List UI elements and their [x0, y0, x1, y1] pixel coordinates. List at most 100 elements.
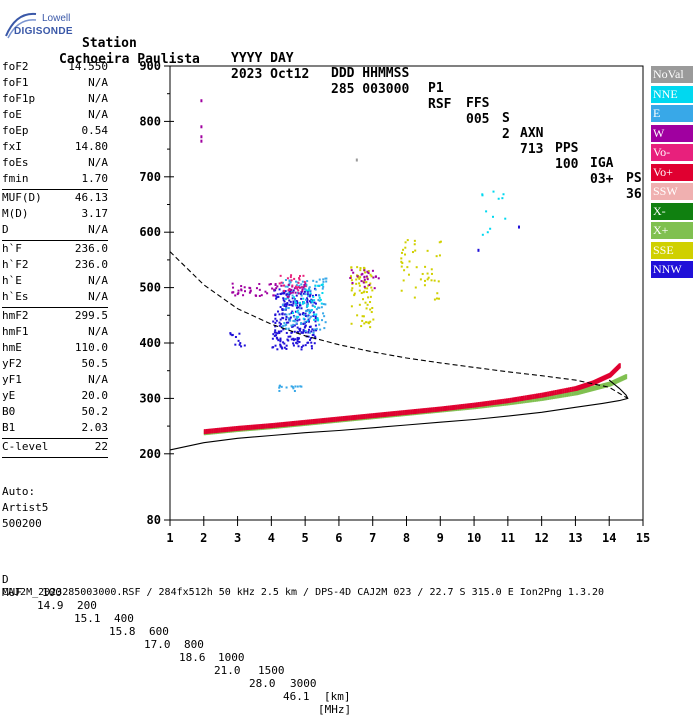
o-trace-point — [314, 418, 317, 424]
echo-point — [423, 284, 426, 287]
echo-point — [283, 322, 286, 325]
echo-point — [359, 269, 362, 272]
o-trace-point — [363, 413, 366, 419]
o-trace-point — [464, 403, 467, 409]
param-row: h`F 236.0 — [2, 242, 108, 258]
echo-point — [356, 275, 359, 278]
echo-point — [307, 330, 310, 333]
echo-point — [351, 281, 354, 284]
echo-point — [294, 291, 297, 294]
echo-point — [294, 285, 297, 288]
o-trace-point — [425, 407, 428, 413]
echo-point — [281, 312, 284, 315]
echo-point — [314, 302, 317, 305]
echo-point — [310, 301, 313, 304]
echo-point — [275, 334, 278, 337]
echo-point — [438, 241, 441, 244]
echo-point — [423, 279, 426, 282]
echo-point — [293, 330, 296, 333]
echo-point — [310, 341, 313, 344]
echo-point — [314, 317, 317, 320]
echo-point — [414, 249, 417, 252]
footer-muf-3: 15.8 — [109, 625, 136, 638]
header-p1-label: P1 — [428, 81, 444, 96]
echo-point — [293, 277, 296, 280]
o-trace-point — [543, 392, 546, 398]
footer-file-info: CAJ2M_2023285003000.RSF / 284fx512h 50 k… — [2, 587, 605, 598]
echo-point — [324, 321, 327, 324]
param-row: B0 50.2 — [2, 405, 108, 421]
echo-point — [318, 299, 321, 302]
o-trace-point — [265, 423, 268, 429]
o-trace-point — [500, 399, 503, 405]
echo-point — [293, 320, 296, 323]
echo-point — [369, 295, 372, 298]
o-trace-point — [307, 419, 310, 425]
echo-point — [285, 344, 288, 347]
footer-d-8: 3000 — [290, 677, 317, 690]
echo-point — [325, 277, 328, 280]
echo-point — [292, 344, 295, 347]
y-tick-label: 200 — [139, 447, 161, 461]
o-trace-point — [374, 412, 377, 418]
echo-point — [313, 313, 316, 316]
echo-point — [280, 284, 283, 287]
o-trace-point — [239, 425, 242, 431]
o-trace-point — [312, 418, 315, 424]
echo-point — [295, 322, 298, 325]
o-trace-point — [395, 410, 398, 416]
footer-d-label: D — [2, 573, 9, 586]
echo-point — [285, 386, 288, 389]
echo-point — [285, 313, 288, 316]
echo-point — [303, 287, 306, 290]
o-trace-point — [430, 407, 433, 413]
echo-point — [308, 331, 311, 334]
echo-point — [309, 289, 312, 292]
echo-point — [367, 284, 370, 287]
o-trace-point — [551, 390, 554, 396]
o-trace-point — [415, 408, 418, 414]
echo-point — [302, 317, 305, 320]
echo-point — [289, 300, 292, 303]
echo-point — [492, 190, 495, 193]
x-trace-point — [536, 396, 539, 402]
o-trace-point — [451, 405, 454, 411]
echo-point — [295, 284, 298, 287]
x-trace-point — [524, 398, 527, 404]
x-tick-label: 15 — [636, 531, 650, 545]
echo-point — [296, 326, 299, 329]
o-trace-point — [348, 415, 351, 421]
x-tick-label: 11 — [501, 531, 515, 545]
param-row: yF1 N/A — [2, 373, 108, 389]
param-value: 1.70 — [81, 172, 109, 185]
echo-point — [231, 334, 234, 337]
echo-point — [289, 319, 292, 322]
param-value: N/A — [88, 76, 108, 89]
header-date-value: 2023 Oct12 — [231, 67, 310, 82]
echo-point — [294, 338, 297, 341]
footer-distance-row: D 100 200 400 600 800 1000 1500 3000 [km… — [2, 560, 700, 703]
echo-point — [401, 262, 404, 265]
y-tick-label: 700 — [139, 170, 161, 184]
echo-point — [300, 286, 303, 289]
echo-point — [372, 318, 375, 321]
o-trace-point — [412, 409, 415, 415]
param-value: 14.550 — [68, 60, 108, 73]
echo-point — [292, 337, 295, 340]
echo-point — [271, 287, 274, 290]
param-name: MUF(D) — [2, 191, 42, 204]
echo-point — [310, 345, 313, 348]
echo-point — [285, 327, 288, 330]
x-trace-point — [560, 392, 563, 398]
param-value: N/A — [88, 325, 108, 338]
header-axn-label: AXN — [520, 126, 544, 141]
o-trace-point — [528, 394, 531, 400]
echo-point — [284, 303, 287, 306]
echo-point — [297, 285, 300, 288]
header-ps-label: PS — [626, 171, 642, 186]
echo-point — [278, 321, 281, 324]
echo-point — [310, 330, 313, 333]
param-row: foEs N/A — [2, 156, 108, 172]
echo-point — [304, 315, 307, 318]
o-trace-point — [427, 407, 430, 413]
